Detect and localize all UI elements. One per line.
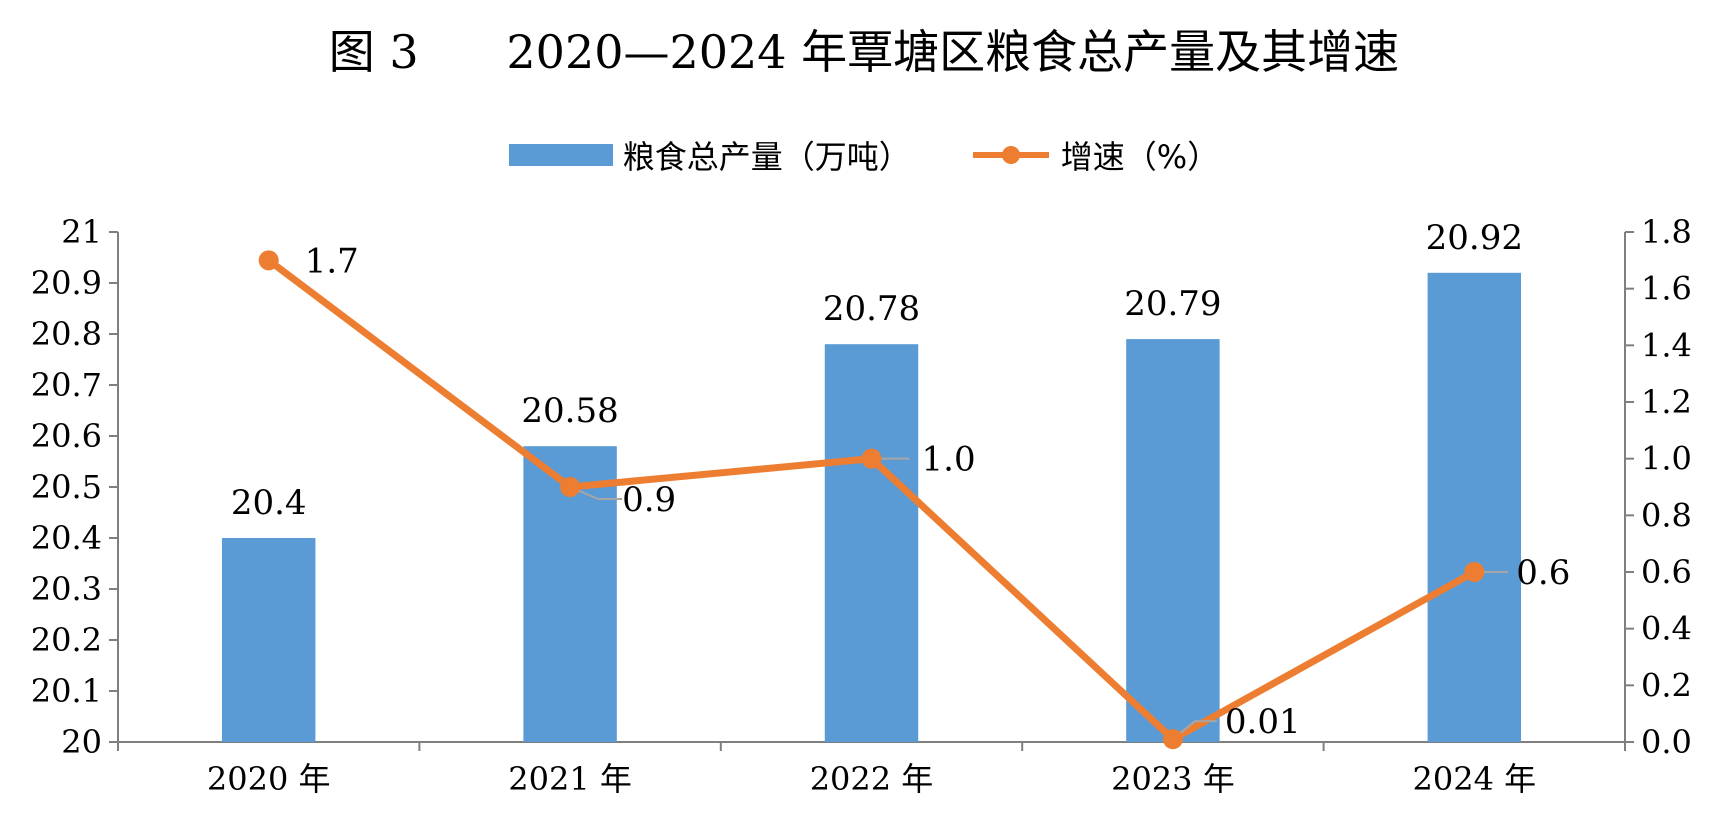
bar-data-label: 20.92	[1426, 218, 1523, 258]
y-right-tick-label: 0.0	[1641, 723, 1692, 761]
x-tick-label: 2021 年	[508, 760, 632, 798]
legend-item-production: 粮食总产量（万吨）	[508, 132, 911, 178]
y-right-tick-label: 0.4	[1641, 610, 1692, 648]
bar	[221, 538, 316, 742]
data-label-leader	[569, 486, 623, 500]
x-tick-label: 2023 年	[1111, 760, 1235, 798]
x-tick-label: 2022 年	[810, 760, 934, 798]
line-data-label: 1.0	[922, 440, 976, 480]
y-right-tick-label: 0.8	[1641, 496, 1692, 534]
legend-swatch-line	[972, 146, 1049, 164]
line-data-label: 0.6	[1516, 553, 1570, 593]
y-left-tick-label: 20.1	[31, 672, 102, 710]
y-left-tick-label: 20.4	[31, 519, 102, 557]
x-tick-label: 2020 年	[207, 760, 331, 798]
y-right-tick-label: 1.4	[1641, 326, 1692, 364]
y-left-tick-label: 20.9	[31, 264, 102, 302]
legend-label-production: 粮食总产量（万吨）	[622, 138, 911, 176]
line-point	[1464, 562, 1485, 582]
bar-data-label: 20.4	[231, 483, 307, 523]
line-point	[1162, 729, 1183, 750]
legend-item-growth: 增速（%）	[971, 132, 1219, 178]
y-left-tick-label: 20.5	[31, 468, 102, 506]
line-data-label: 0.9	[622, 480, 676, 520]
line-point	[560, 477, 581, 497]
line-point	[861, 448, 882, 469]
y-right-tick-label: 1.8	[1641, 213, 1692, 251]
y-right-tick-label: 0.2	[1641, 666, 1692, 704]
bar-data-label: 20.78	[823, 289, 920, 329]
bar	[1126, 339, 1220, 742]
bar-data-label: 20.58	[521, 391, 618, 431]
y-right-tick-label: 0.6	[1641, 553, 1692, 591]
line-point	[258, 250, 279, 271]
chart-title: 图 3 2020—2024 年覃塘区粮食总产量及其增速	[328, 25, 1400, 79]
y-left-tick-label: 20.6	[31, 417, 102, 455]
x-tick-label: 2024 年	[1412, 760, 1536, 798]
line-data-label: 0.01	[1225, 702, 1301, 742]
legend-label-growth: 增速（%）	[1060, 138, 1220, 176]
bar	[824, 344, 919, 742]
bar-data-label: 20.79	[1124, 284, 1221, 324]
y-right-tick-label: 1.6	[1641, 270, 1692, 308]
y-left-tick-label: 21	[61, 213, 102, 251]
y-right-tick-label: 1.0	[1641, 440, 1692, 478]
legend-swatch-bar	[508, 144, 613, 166]
y-left-tick-label: 20	[61, 723, 102, 761]
y-left-tick-label: 20.7	[31, 366, 102, 404]
line-data-label: 1.7	[305, 241, 359, 281]
legend: 粮食总产量（万吨） 增速（%）	[0, 130, 1728, 180]
y-left-tick-label: 20.2	[31, 621, 102, 659]
y-right-tick-label: 1.2	[1641, 383, 1692, 421]
bar	[1427, 272, 1522, 742]
y-left-tick-label: 20.8	[31, 315, 102, 353]
y-left-tick-label: 20.3	[31, 570, 102, 608]
